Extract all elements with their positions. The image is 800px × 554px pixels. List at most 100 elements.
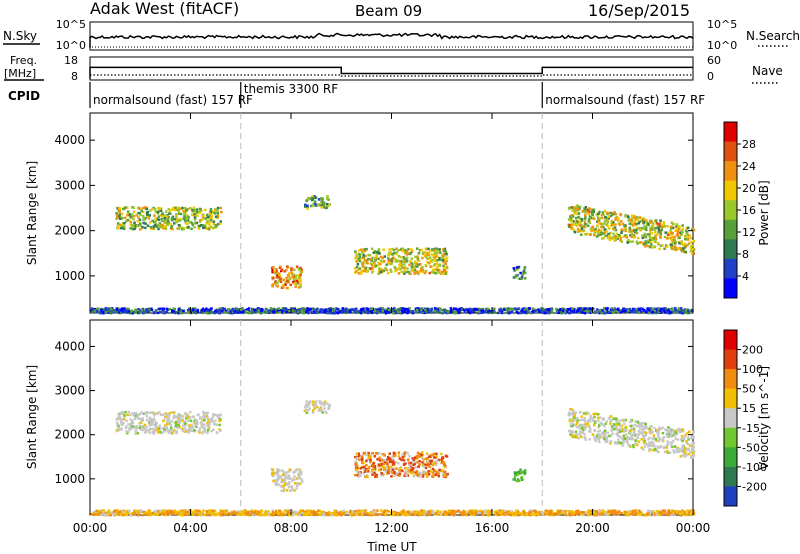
scatter-cell [667, 433, 670, 436]
scatter-cell [636, 436, 640, 439]
scatter-cell [568, 207, 571, 211]
scatter-cell [584, 422, 588, 426]
scatter-cell [683, 308, 686, 311]
scatter-cell [685, 227, 688, 230]
scatter-cell [307, 198, 310, 201]
scatter-cell [523, 310, 527, 314]
scatter-cell [619, 424, 622, 427]
scatter-cell [623, 419, 626, 423]
scatter-cell [642, 225, 646, 228]
scatter-cell [292, 273, 295, 276]
scatter-cell [386, 469, 389, 472]
scatter-cell [356, 470, 359, 473]
scatter-cell [121, 411, 124, 415]
scatter-cell [128, 422, 132, 426]
scatter-cell [676, 428, 679, 432]
scatter-cell [520, 475, 523, 479]
scatter-cell [387, 468, 391, 472]
scatter-cell [359, 467, 363, 470]
scatter-cell [691, 449, 695, 453]
scatter-cell [383, 459, 387, 462]
scatter-cell [626, 441, 629, 445]
scatter-cell [361, 262, 364, 265]
scatter-cell [377, 463, 381, 466]
scatter-cell [682, 446, 685, 449]
scatter-cell [327, 407, 331, 410]
scatter-cell [692, 512, 696, 516]
scatter-cell [655, 222, 659, 225]
scatter-cell [684, 451, 687, 455]
scatter-cell [592, 419, 595, 422]
scatter-cell [355, 462, 358, 465]
scatter-cell [305, 403, 308, 406]
scatter-cell [680, 307, 683, 310]
nave-tick-high: 60 [707, 54, 721, 67]
scatter-cell [427, 247, 430, 251]
scatter-cell [456, 308, 460, 312]
scatter-cell [394, 454, 397, 457]
scatter-cell [545, 308, 549, 311]
scatter-cell [131, 411, 134, 415]
scatter-cell [169, 212, 172, 215]
scatter-cell [185, 513, 189, 516]
scatter-cell [217, 416, 220, 419]
scatter-cell [622, 441, 625, 444]
scatter-cell [654, 231, 657, 234]
scatter-cell [278, 274, 282, 278]
scatter-cell [309, 401, 312, 404]
scatter-cell [636, 218, 639, 221]
scatter-cell [610, 220, 614, 223]
scatter-cell [155, 427, 158, 431]
scatter-cell [617, 233, 621, 237]
scatter-cell [226, 311, 229, 314]
scatter-cell [604, 422, 607, 425]
scatter-cell [668, 427, 672, 430]
scatter-cell [296, 484, 299, 487]
scatter-cell [621, 222, 625, 226]
scatter-cell [374, 259, 377, 262]
scatter-cell [212, 414, 215, 418]
scatter-cell [145, 414, 149, 418]
scatter-cell [340, 311, 344, 314]
scatter-cell [281, 478, 284, 481]
scatter-cell [514, 274, 518, 278]
scatter-cell [577, 311, 580, 314]
scatter-cell [353, 310, 357, 314]
scatter-cell [395, 252, 399, 256]
scatter-cell [131, 213, 134, 216]
scatter-cell [571, 431, 574, 435]
scatter-cell [160, 427, 163, 430]
scatter-cell [326, 311, 329, 315]
freq-panel: Freq. [MHz] 18 8 60 0 Nave [4, 54, 783, 84]
scatter-cell [678, 225, 681, 228]
scatter-cell [277, 276, 281, 279]
scatter-cell [375, 253, 378, 257]
scatter-cell [173, 217, 177, 221]
scatter-cell [581, 210, 584, 213]
scatter-cell [515, 268, 518, 271]
scatter-cell [398, 311, 402, 315]
scatter-cell [142, 210, 145, 214]
scatter-cell [578, 205, 582, 209]
scatter-cell [657, 242, 660, 245]
scatter-cell [167, 417, 170, 420]
scatter-cell [290, 311, 293, 314]
scatter-cell [582, 412, 586, 415]
scatter-cell [141, 206, 145, 210]
scatter-cell [417, 252, 421, 255]
scatter-cell [280, 474, 283, 478]
scatter-cell [306, 308, 309, 312]
scatter-cell [661, 426, 664, 429]
scatter-cell [241, 310, 244, 314]
scatter-cell [639, 241, 643, 244]
scatter-cell [326, 195, 329, 198]
scatter-cell [218, 307, 221, 310]
scatter-cell [166, 221, 169, 224]
scatter-cell [479, 511, 482, 515]
scatter-cell [283, 482, 287, 485]
scatter-cell [186, 214, 189, 217]
scatter-cell [681, 439, 684, 443]
scatter-cell [672, 439, 675, 443]
scatter-cell [432, 271, 435, 274]
scatter-cell [416, 255, 419, 258]
